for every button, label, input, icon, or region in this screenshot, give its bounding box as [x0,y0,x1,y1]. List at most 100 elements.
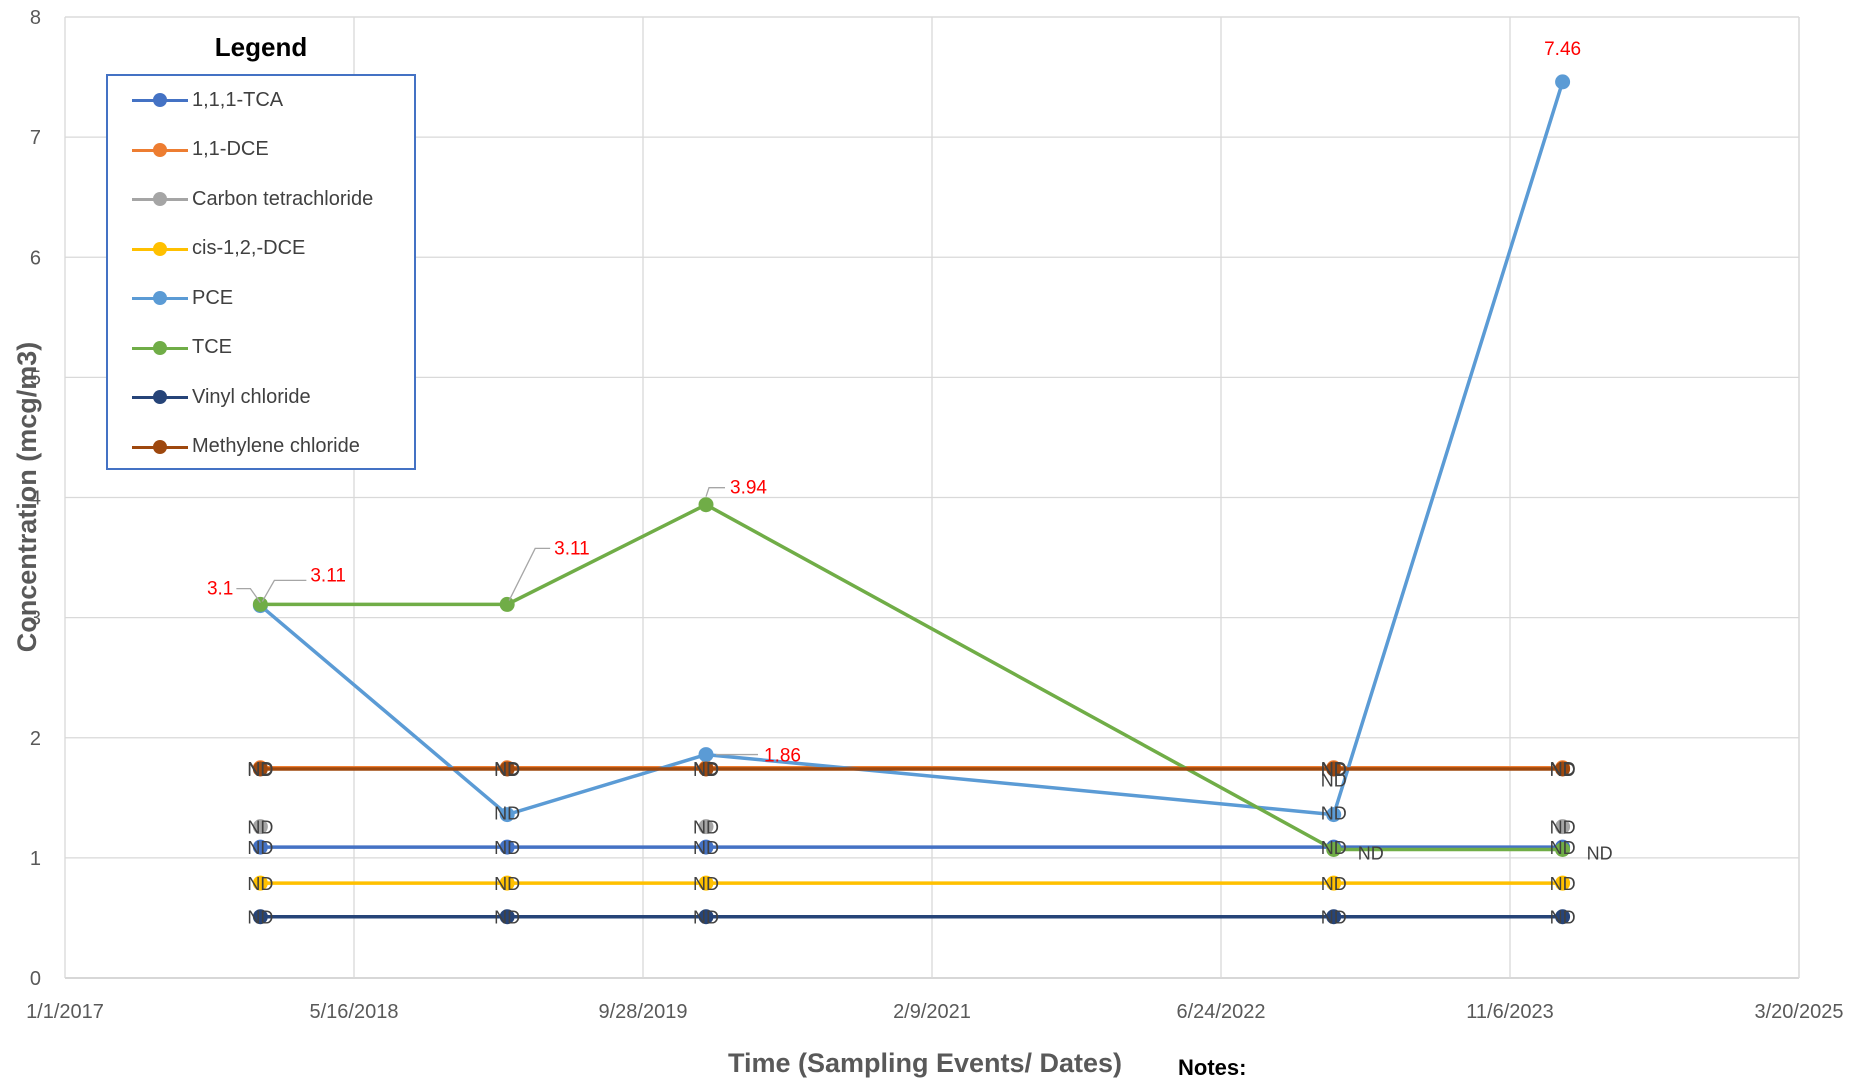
legend-item-methylene-chloride: Methylene chloride [132,432,360,462]
leader-line-pce [236,587,261,603]
legend-item-1-1-1-tca: 1,1,1-TCA [132,85,283,115]
legend: 1,1,1-TCA 1,1-DCE Carbon tetrachloride cis-… [106,74,416,470]
y-tick-label: 3 [30,608,41,630]
nd-label-vinyl-chloride: ND [494,908,520,928]
point-tce [499,596,515,612]
x-tick-label: 6/24/2022 [1177,1001,1266,1023]
point-vinyl-chloride [1555,909,1571,925]
nd-label-1-1-1-tca: ND [693,838,719,858]
nd-label-1-1-dce: ND [1321,759,1347,779]
point-methylene-chloride [698,761,714,777]
nd-label-vinyl-chloride: ND [1321,908,1347,928]
nd-label-vinyl-chloride: ND [247,908,273,928]
legend-item-cis-1-2-dce: cis-1,2,-DCE [132,234,305,264]
point-cis-1-2-dce [252,875,268,891]
point-1-1-1-tca [499,839,515,855]
point-pce [499,807,515,823]
legend-swatch [132,382,188,412]
nd-label-methylene-chloride: ND [693,760,719,780]
value-label-tce: 3.11 [554,538,590,559]
legend-item-tce: TCE [132,333,232,363]
point-1-1-1-tca [698,839,714,855]
y-tick-label: 0 [30,968,41,990]
legend-swatch [132,432,188,462]
y-axis-title: Concentration (mcg/m3) [12,342,42,653]
value-label-pce: 3.1 [207,579,233,600]
point-pce [698,747,714,763]
x-tick-label: 5/16/2018 [310,1001,399,1023]
legend-label: TCE [192,336,232,358]
point-carbon-tetrachloride [252,819,268,835]
legend-item-carbon-tetrachloride: Carbon tetrachloride [132,184,373,214]
nd-label-carbon-tetrachloride: ND [1550,818,1576,838]
nd-label-methylene-chloride: ND [247,760,273,780]
point-vinyl-chloride [252,909,268,925]
value-label-pce: 1.86 [764,746,801,767]
nd-label-vinyl-chloride: ND [1550,908,1576,928]
nd-label-tce: ND [1587,843,1613,863]
nd-label-cis-1-2-dce: ND [1321,874,1347,894]
point-carbon-tetrachloride [1555,819,1571,835]
leader-line-tce [508,547,551,601]
y-tick-label: 8 [30,7,41,29]
nd-label-methylene-chloride: ND [1550,760,1576,780]
nd-label-carbon-tetrachloride: ND [693,818,719,838]
nd-label-carbon-tetrachloride: ND [247,818,273,838]
y-tick-label: 7 [30,127,41,149]
nd-label-cis-1-2-dce: ND [1550,874,1576,894]
nd-label-methylene-chloride: ND [494,760,520,780]
nd-label-tce: ND [1358,843,1384,863]
point-vinyl-chloride [698,909,714,925]
y-tick-label: 4 [30,488,41,510]
nd-label-pce: ND [1321,804,1347,824]
y-tick-label: 5 [30,367,41,389]
x-tick-label: 3/20/2025 [1755,1001,1844,1023]
legend-swatch [132,283,188,313]
nd-label-1-1-dce: ND [247,759,273,779]
nd-label-1-1-1-tca: ND [1321,838,1347,858]
nd-label-methylene-chloride: ND [1321,760,1347,780]
legend-swatch [132,184,188,214]
series-layer [252,74,1571,925]
point-vinyl-chloride [1326,909,1342,925]
legend-item-pce: PCE [132,283,233,313]
x-tick-label: 9/28/2019 [599,1001,688,1023]
value-label-tce: 3.94 [730,478,767,499]
nd-label-1-1-dce: ND [1550,759,1576,779]
point-cis-1-2-dce [1326,875,1342,891]
nd-label-pce: ND [494,804,520,824]
point-tce [252,596,268,612]
nd-label-1-1-1-tca: ND [247,838,273,858]
leader-line-tce [261,579,307,602]
nd-label-1-1-1-tca: ND [494,838,520,858]
y-tick-label: 1 [30,848,41,870]
value-label-tce: 3.11 [310,565,346,586]
legend-label: PCE [192,286,234,309]
point-pce [1326,807,1342,823]
x-tick-label: 11/6/2023 [1466,1001,1554,1023]
axes: 0 1 2 3 4 5 6 7 8 1/1/2017 5/16/2018 9/28/2019 2/9/2… [26,7,1843,1023]
point-carbon-tetrachloride [698,819,714,835]
legend-label: Vinyl chloride [192,385,311,408]
point-1-1-1-tca [252,839,268,855]
legend-swatch [132,135,188,165]
y-tick-label: 6 [30,247,41,269]
legend-swatch [132,333,188,363]
point-pce [1555,74,1571,90]
point-cis-1-2-dce [698,875,714,891]
nd-label-cis-1-2-dce: ND [693,874,719,894]
y-tick-label: 2 [30,728,41,750]
legend-label: cis-1,2,-DCE [192,237,306,259]
x-tick-label: 2/9/2021 [893,1001,971,1023]
point-tce [1555,841,1571,857]
legend-item-1-1-dce: 1,1-DCE [132,135,269,165]
point-tce [698,497,714,513]
nd-label-vinyl-chloride: ND [693,908,719,928]
legend-label: Carbon tetrachloride [192,187,374,210]
notes-label: Notes: [1178,1055,1247,1080]
point-methylene-chloride [1555,761,1571,777]
series-line-tce [260,502,1563,852]
legend-swatch [132,85,188,115]
legend-label: 1,1-DCE [192,138,269,160]
